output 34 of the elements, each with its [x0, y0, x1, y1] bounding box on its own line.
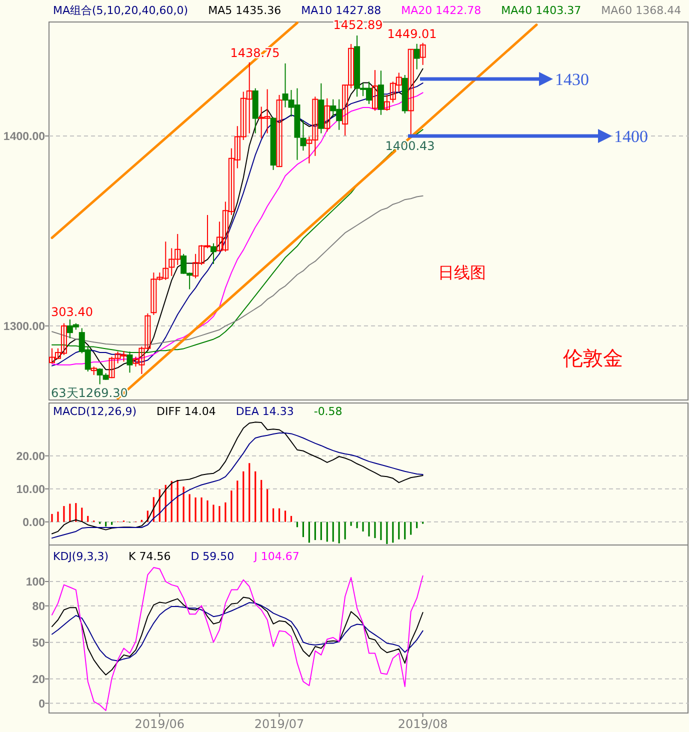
y-tick-label: 100: [26, 576, 45, 589]
annotation: 1449.01: [387, 27, 437, 41]
annotation: 303.40: [51, 305, 93, 319]
y-tick-label: 10.00: [16, 484, 45, 496]
chart-title: MA组合(5,10,20,40,60,0): [53, 4, 188, 17]
ref-line-label: 1400: [614, 126, 648, 146]
text: MA20 1422.78: [401, 4, 482, 17]
y-tick-label: 1400.00: [3, 130, 45, 143]
y-tick-label: 0: [38, 698, 45, 710]
y-tick-label: 1300.00: [3, 320, 45, 333]
annotation: 1452.89: [333, 18, 383, 32]
annotation: 日线图: [438, 263, 486, 282]
x-tick-label: 2019/06: [134, 717, 185, 731]
y-tick-label: 50: [32, 637, 45, 650]
text: -0.58: [314, 405, 342, 418]
text: DIFF 14.04: [156, 405, 216, 418]
x-tick-label: 2019/07: [254, 717, 304, 731]
text: K 74.56: [128, 550, 171, 563]
text: MA40 1403.37: [501, 4, 582, 17]
text: MA5 1435.36: [208, 4, 282, 17]
y-tick-label: 0.00: [22, 516, 45, 529]
text: D 59.50: [190, 550, 234, 563]
text: MA10 1427.88: [301, 4, 382, 17]
y-tick-label: 20: [32, 674, 45, 686]
y-tick-label: 80: [32, 600, 45, 613]
text: MA60 1368.44: [601, 4, 682, 17]
text: KDJ(9,3,3): [53, 550, 108, 563]
ref-line-label: 1430: [555, 70, 589, 89]
x-tick-label: 2019/08: [398, 717, 448, 731]
series-label: DEA 14.33: [236, 405, 294, 418]
annotation: 伦敦金: [563, 346, 623, 370]
y-tick-label: 20.00: [16, 450, 45, 463]
chart-title: MACD(12,26,9): [53, 405, 137, 418]
series-label: J 104.67: [253, 550, 300, 563]
